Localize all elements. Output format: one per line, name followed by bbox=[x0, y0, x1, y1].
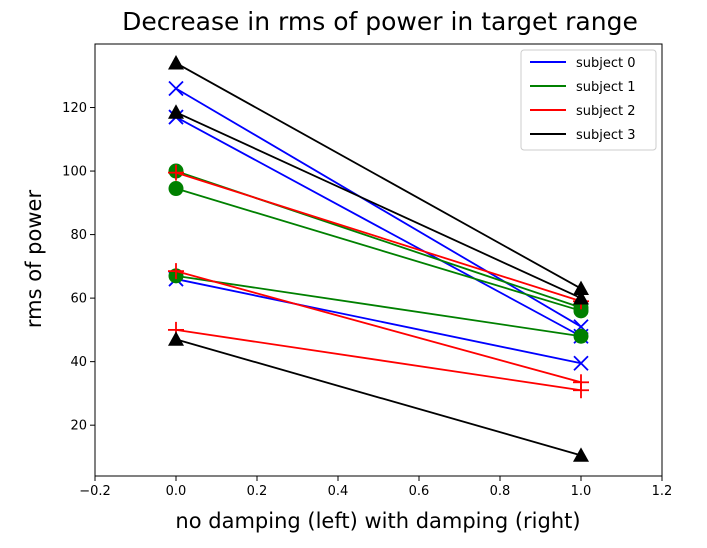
plot-frame bbox=[94, 43, 663, 477]
y-tick-label: 120 bbox=[62, 101, 87, 116]
series-subject-1 bbox=[168, 181, 589, 319]
series-subject-2 bbox=[168, 321, 589, 399]
series-subject-3 bbox=[168, 104, 589, 305]
series-line bbox=[175, 274, 582, 338]
x-tick-label: 1.0 bbox=[571, 484, 592, 499]
series-subject-2 bbox=[168, 164, 589, 310]
data-point-triangle bbox=[168, 104, 184, 119]
x-tick-label: 0.2 bbox=[247, 484, 268, 499]
series-subject-2 bbox=[168, 263, 589, 391]
x-tick-label: 0.0 bbox=[166, 484, 187, 499]
series-line bbox=[175, 270, 582, 384]
data-point-x bbox=[168, 80, 184, 97]
series-line bbox=[175, 62, 582, 290]
series-subject-3 bbox=[168, 55, 589, 295]
series-subject-3 bbox=[168, 331, 589, 462]
data-point-plus bbox=[573, 382, 589, 399]
data-point-triangle bbox=[573, 290, 589, 305]
series-line bbox=[175, 278, 582, 365]
series-line bbox=[175, 87, 582, 328]
data-point-triangle bbox=[168, 331, 184, 346]
y-tick-label: 20 bbox=[70, 419, 87, 434]
legend-label: subject 1 bbox=[576, 80, 636, 95]
series-line bbox=[175, 338, 582, 457]
data-point-x bbox=[573, 355, 589, 371]
x-tick-label: 1.2 bbox=[652, 484, 673, 499]
series-line bbox=[175, 116, 582, 338]
y-tick-label: 80 bbox=[70, 228, 87, 243]
axes-ticks: −0.2 0.0 0.2 0.4 0.6 0.8 1.0 1.2 20 40 60 80 100 120 bbox=[62, 101, 672, 499]
data-point-plus bbox=[168, 164, 184, 181]
plot-area bbox=[168, 55, 589, 462]
data-point-triangle bbox=[573, 280, 589, 295]
series-line bbox=[175, 328, 582, 392]
series-line bbox=[175, 171, 582, 303]
data-point-plus bbox=[168, 263, 184, 280]
legend: subject 0 subject 1 subject 2 subject 3 bbox=[520, 49, 657, 151]
data-point-circle bbox=[573, 328, 589, 344]
legend-label: subject 3 bbox=[576, 128, 636, 143]
y-axis-label: rms of power bbox=[22, 190, 46, 329]
legend-label: subject 0 bbox=[576, 56, 636, 71]
x-tick-label: 0.8 bbox=[490, 484, 511, 499]
series-line bbox=[175, 187, 582, 312]
legend-box bbox=[520, 49, 657, 151]
y-tick-label: 60 bbox=[70, 292, 87, 307]
x-axis-label: no damping (left) with damping (right) bbox=[175, 509, 580, 533]
x-tick-label: 0.4 bbox=[328, 484, 349, 499]
data-point-triangle bbox=[573, 447, 589, 462]
y-tick-label: 100 bbox=[62, 165, 87, 180]
y-tick-label: 40 bbox=[70, 355, 87, 370]
x-tick-label: −0.2 bbox=[79, 484, 111, 499]
chart-title: Decrease in rms of power in target range bbox=[122, 7, 638, 36]
data-point-triangle bbox=[168, 55, 184, 70]
series-subject-1 bbox=[168, 163, 589, 316]
series-line bbox=[175, 111, 582, 299]
legend-label: subject 2 bbox=[576, 104, 636, 119]
data-point-circle bbox=[168, 181, 184, 197]
x-tick-label: 0.6 bbox=[409, 484, 430, 499]
data-point-circle bbox=[573, 303, 589, 319]
